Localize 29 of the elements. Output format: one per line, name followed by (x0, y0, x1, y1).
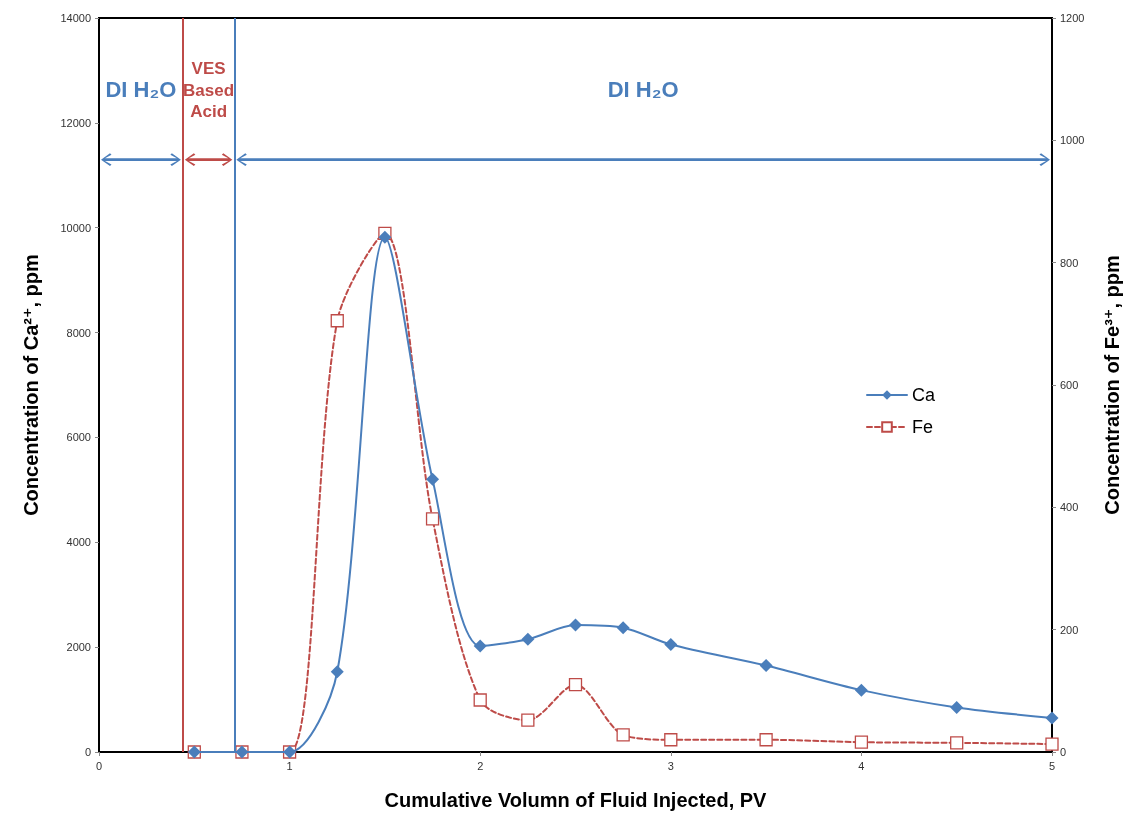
y2-axis-title: Concentration of Fe³⁺, ppm (1101, 255, 1123, 515)
y2-tick-label: 1200 (1060, 12, 1085, 24)
y-tick-label: 14000 (60, 12, 91, 24)
x-tick-label: 4 (858, 759, 865, 772)
annotation: DI H₂O (105, 77, 177, 103)
y-tick-label: 6000 (66, 431, 91, 444)
y-tick-label: 12000 (60, 116, 91, 129)
y2-tick-label: 800 (1060, 256, 1079, 269)
annotation: DI H₂O (607, 77, 679, 103)
x-tick-label: 2 (477, 759, 484, 772)
legend-label: Fe (911, 417, 934, 437)
y-tick-label: 8000 (66, 326, 91, 339)
y-tick-label: 0 (84, 746, 91, 758)
y2-tick-label: 0 (1060, 746, 1067, 758)
legend-label: Ca (911, 385, 936, 405)
y2-tick-label: 200 (1060, 623, 1079, 636)
y2-tick-label: 600 (1060, 379, 1079, 391)
y2-tick-label: 400 (1060, 501, 1079, 514)
y-tick-label: 10000 (60, 221, 91, 234)
y2-tick-label: 1000 (1060, 134, 1085, 147)
x-tick-label: 1 (286, 759, 293, 772)
y-tick-label: 2000 (66, 641, 91, 654)
x-axis-title: Cumulative Volumn of Fluid Injected, PV (384, 789, 768, 811)
y-tick-label: 4000 (66, 536, 91, 549)
annotation: VES Based Acid (183, 59, 235, 121)
x-tick-label: 0 (95, 759, 103, 772)
x-tick-label: 3 (667, 759, 674, 772)
y-axis-title: Concentration of Ca²⁺, ppm (20, 254, 42, 516)
x-tick-label: 5 (1048, 759, 1056, 772)
